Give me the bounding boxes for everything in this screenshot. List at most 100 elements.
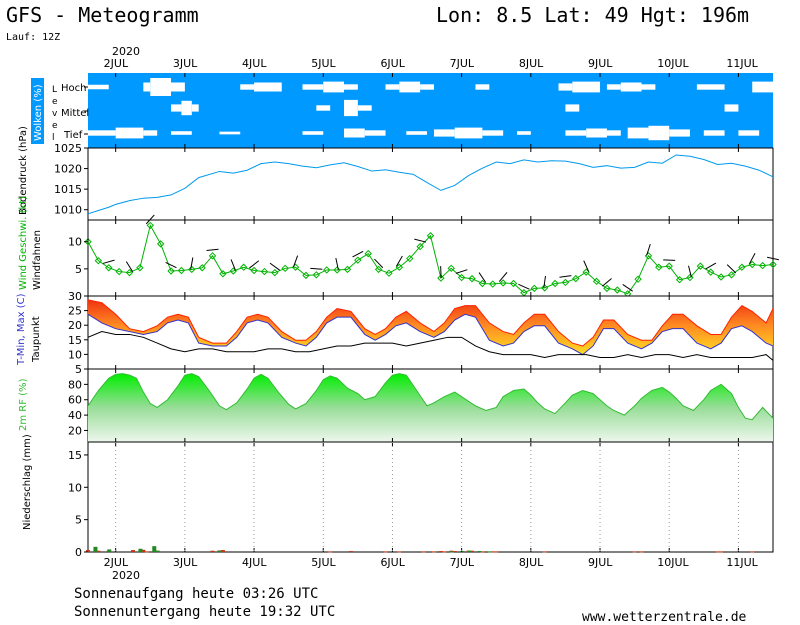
wind-marker [84, 238, 92, 246]
wind-marker [748, 260, 756, 269]
wind-sublabel: Windfahnen [32, 230, 43, 290]
wind-barb [206, 248, 219, 251]
cloud-ylabel-bg [31, 78, 44, 144]
wind-barb [498, 272, 508, 282]
wind-marker [416, 242, 424, 251]
precip-bar [480, 551, 485, 553]
cloud-patch [344, 128, 365, 138]
cloud-patch [558, 83, 573, 91]
wind-marker [374, 265, 383, 274]
precip-bar [639, 551, 644, 553]
temperature-panel: T-Min, Max (C) Taupunkt [16, 293, 774, 370]
wind-barb [767, 256, 779, 261]
wind-barb [455, 269, 468, 274]
cloud-patch [454, 127, 483, 139]
precip-bar [144, 551, 149, 553]
precip-bar [438, 551, 443, 553]
day-label-top: 2JUL [104, 57, 129, 70]
precip-bar-convective [467, 550, 472, 552]
cloud-patch [620, 82, 642, 92]
wind-marker [395, 263, 404, 271]
day-label-bottom: 4JUL [242, 556, 267, 569]
precip-bar [431, 551, 436, 553]
precip-bar [490, 551, 495, 553]
precip-bar-convective [93, 546, 98, 552]
wind-marker [769, 260, 777, 269]
precip-bar [210, 550, 215, 552]
day-label-top: 6JUL [380, 57, 405, 70]
wind-barb [230, 259, 237, 271]
precip-bar [220, 550, 225, 552]
day-label-bottom: 5JUL [311, 556, 336, 569]
year-label-top: 2020 [112, 45, 140, 58]
wind-barb [543, 275, 546, 288]
cloud-patch [254, 82, 282, 92]
dewpoint-line [88, 331, 773, 361]
wind-marker [354, 256, 362, 264]
wind-marker [177, 266, 186, 275]
wind-barb [622, 284, 633, 292]
precip-bar-convective [138, 548, 143, 552]
precip-bar [449, 550, 454, 552]
wind-marker [406, 254, 414, 263]
wind-marker [219, 270, 227, 278]
wind-barb [688, 265, 692, 278]
wind-marker [468, 274, 476, 283]
day-label-bottom: 9JUL [588, 556, 613, 569]
precip-bar-convective [155, 550, 160, 552]
wind-marker [333, 266, 341, 274]
location-coords: Lon: 8.5 Lat: 49 Hgt: 196m [436, 3, 750, 27]
wind-marker [738, 263, 746, 271]
cloud-patch [738, 130, 760, 136]
day-label-bottom: 11JUL [726, 556, 758, 569]
cloud-patch [181, 100, 192, 116]
precip-bar [719, 551, 724, 553]
wind-panel: Wind Geschwi. (kt) Windfahnen [18, 196, 779, 298]
wind-series [84, 214, 779, 298]
wind-marker [239, 263, 248, 271]
day-label-bottom: 6JUL [380, 556, 405, 569]
cloud-patch [115, 127, 144, 139]
y-tick-label: 15 [68, 449, 82, 462]
temperature-sublabel: Taupunkt [31, 316, 42, 363]
wind-barb [102, 259, 115, 264]
cloud-patch [385, 84, 400, 90]
humidity-line [88, 373, 773, 421]
meteogram-chart: 2020 2020 2JUL 3JUL 4JUL 5JUL 6JUL 7JUL 8JUL 9J… [16, 45, 779, 580]
wind-marker [312, 271, 321, 279]
level-axis-e2: e [52, 121, 58, 131]
precip-bar-convective [449, 551, 454, 553]
precip-bar-convective [487, 551, 492, 553]
wind-marker [323, 266, 331, 274]
source-site: www.wetterzentrale.de [582, 610, 747, 625]
cloud-patch [606, 130, 621, 136]
cloud-patch [171, 82, 185, 92]
wind-marker [707, 268, 715, 276]
y-tick-label: 5 [75, 514, 82, 527]
sunset-text: Sonnenuntergang heute 19:32 UTC [74, 604, 336, 620]
precip-bar [397, 551, 402, 553]
precip-bar [96, 550, 101, 552]
cloud-patch [302, 84, 324, 90]
year-label-bottom: 2020 [112, 569, 140, 580]
y-tick-label: 30 [68, 290, 82, 303]
wind-marker [281, 264, 289, 273]
day-label-top: 8JUL [519, 57, 544, 70]
y-tick-label: 1015 [54, 183, 82, 196]
wind-marker [613, 286, 622, 294]
wind-marker [478, 279, 487, 288]
pressure-series [87, 154, 774, 215]
cloud-patch [586, 128, 607, 138]
precip-bar [86, 550, 90, 552]
wind-marker [603, 284, 611, 293]
wind-marker [675, 276, 684, 284]
wind-marker [156, 240, 165, 248]
wind-marker [717, 273, 725, 281]
cloud-patch [399, 81, 421, 93]
cloud-patch [669, 129, 690, 137]
cloud-patch [482, 130, 504, 136]
cloud-patch [565, 104, 580, 112]
cloud-patch [88, 130, 116, 136]
cloud-patch [364, 130, 386, 136]
